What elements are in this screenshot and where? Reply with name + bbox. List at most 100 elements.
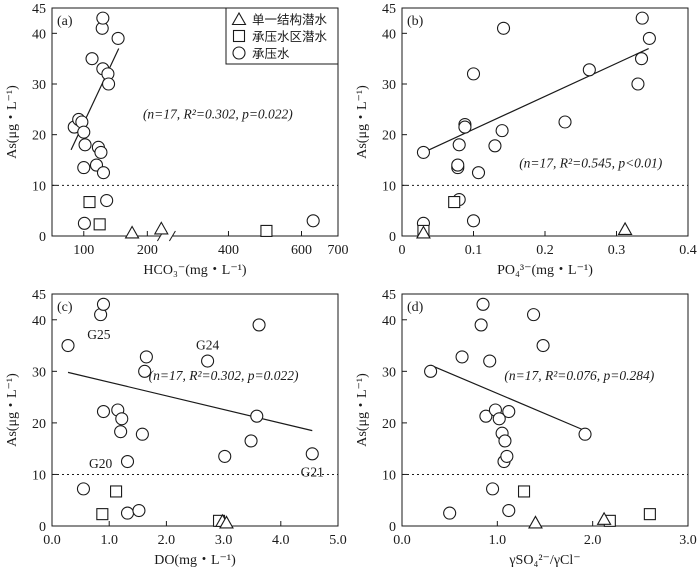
data-point-circle bbox=[100, 193, 114, 208]
data-point-circle bbox=[77, 125, 91, 139]
y-tick-label: 10 bbox=[32, 179, 46, 194]
panel-label: (b) bbox=[407, 14, 424, 29]
x-tick-label: 1.0 bbox=[100, 533, 118, 548]
y-tick-label: 0 bbox=[39, 230, 46, 245]
data-point-circle bbox=[466, 67, 481, 81]
x-tick-label: 2.0 bbox=[584, 533, 602, 548]
data-point-circle bbox=[416, 145, 431, 159]
data-point-circle bbox=[94, 145, 108, 159]
data-point-circle bbox=[452, 138, 466, 152]
data-point-triangle bbox=[231, 11, 247, 26]
data-point-circle bbox=[139, 350, 153, 364]
stats-annotation: (n=17, R²=0.302, p=0.022) bbox=[149, 368, 299, 383]
data-point-triangle bbox=[219, 515, 234, 529]
y-tick-label: 40 bbox=[382, 314, 396, 329]
data-point-circle bbox=[424, 364, 438, 378]
y-tick-label: 40 bbox=[32, 314, 46, 329]
plot-frame bbox=[401, 293, 689, 527]
sample-label: G24 bbox=[196, 338, 219, 353]
data-point-circle bbox=[120, 455, 135, 469]
trend-line bbox=[430, 364, 586, 432]
y-tick-label: 45 bbox=[382, 2, 396, 17]
y-tick-label: 30 bbox=[32, 78, 46, 93]
data-point-circle bbox=[474, 318, 488, 332]
data-point-circle bbox=[479, 409, 493, 423]
data-point-circle bbox=[502, 404, 516, 419]
data-point-circle bbox=[498, 434, 512, 448]
x-axis-title: HCO₃⁻(mg・L⁻¹) bbox=[143, 263, 247, 278]
y-axis-title: As(μg・L⁻¹) bbox=[355, 373, 370, 447]
sample-label: G21 bbox=[301, 464, 324, 479]
data-point-circle bbox=[483, 354, 497, 368]
x-tick-label: 0.4 bbox=[679, 243, 697, 258]
data-point-circle bbox=[120, 506, 135, 520]
data-point-square bbox=[517, 485, 531, 498]
data-point-circle bbox=[305, 447, 319, 461]
trend-line bbox=[67, 371, 313, 432]
x-tick-label: 200 bbox=[137, 243, 158, 258]
chart-panel-3: 0 10 20 30 40 45 0.0 1.0 2.0 3.0 4.0 5.0 (c) (n=17, R… bbox=[5, 288, 347, 568]
data-point-circle bbox=[114, 425, 128, 439]
y-axis-title: As(μg・L⁻¹) bbox=[5, 85, 20, 159]
data-point-circle bbox=[502, 503, 516, 518]
x-tick-label: 0.0 bbox=[43, 533, 61, 548]
data-point-circle bbox=[306, 214, 320, 228]
data-point-square bbox=[643, 508, 656, 521]
y-axis-title: As(μg・L⁻¹) bbox=[355, 85, 370, 159]
data-point-circle bbox=[634, 52, 649, 66]
y-tick-label: 0 bbox=[389, 230, 396, 245]
data-point-circle bbox=[61, 339, 75, 353]
y-tick-label: 45 bbox=[32, 288, 46, 303]
stats-annotation: (n=17, R²=0.076, p=0.284) bbox=[504, 368, 654, 383]
data-point-square bbox=[93, 218, 106, 231]
y-tick-label: 20 bbox=[32, 129, 46, 144]
x-tick-label: 0.2 bbox=[536, 243, 554, 258]
plot-frame bbox=[51, 293, 339, 527]
data-point-circle bbox=[631, 77, 645, 91]
data-point-circle bbox=[78, 138, 92, 152]
data-point-circle bbox=[558, 115, 572, 129]
x-tick-label: 5.0 bbox=[329, 533, 347, 548]
chart-panel-2: 0 10 20 30 40 45 0 0.1 0.2 0.3 0.4 (b) (n=17, R²=0.5… bbox=[355, 2, 697, 278]
x-tick-label: 3.0 bbox=[679, 533, 697, 548]
data-point-circle bbox=[201, 354, 215, 368]
data-point-circle bbox=[451, 158, 465, 172]
x-axis-title: PO₄³⁻(mg・L⁻¹) bbox=[497, 263, 593, 278]
x-tick-label: 2.0 bbox=[158, 533, 176, 548]
x-tick-label: 400 bbox=[218, 243, 239, 258]
data-point-square bbox=[232, 29, 246, 43]
data-point-circle bbox=[102, 77, 116, 91]
data-point-circle bbox=[492, 412, 506, 426]
data-point-square bbox=[83, 196, 96, 209]
data-point-circle bbox=[252, 318, 266, 332]
x-tick-label: 0.1 bbox=[465, 243, 483, 258]
y-tick-label: 30 bbox=[382, 78, 396, 93]
legend-label: 承压水区潜水 bbox=[252, 30, 328, 44]
y-tick-label: 10 bbox=[382, 468, 396, 483]
y-tick-label: 45 bbox=[382, 288, 396, 303]
data-point-circle bbox=[500, 449, 514, 463]
data-point-circle bbox=[115, 412, 129, 426]
legend-label: 单一结构潜水 bbox=[252, 12, 328, 27]
y-tick-label: 20 bbox=[382, 129, 396, 144]
y-tick-label: 0 bbox=[389, 520, 396, 535]
data-point-circle bbox=[642, 31, 656, 45]
data-point-triangle bbox=[617, 221, 633, 235]
data-point-circle bbox=[578, 427, 592, 441]
x-axis-title: DO(mg・L⁻¹) bbox=[154, 553, 236, 568]
data-point-triangle bbox=[416, 225, 431, 239]
y-tick-label: 20 bbox=[382, 417, 396, 432]
data-point-circle bbox=[244, 434, 258, 448]
data-point-circle bbox=[138, 364, 152, 378]
stats-annotation: (n=17, R²=0.545, p<0.01) bbox=[519, 156, 663, 171]
y-axis-title: As(μg・L⁻¹) bbox=[5, 373, 20, 447]
y-tick-label: 40 bbox=[32, 27, 46, 42]
x-tick-label: 0.3 bbox=[608, 243, 626, 258]
axis-break-mark bbox=[168, 230, 176, 242]
data-point-circle bbox=[96, 11, 110, 25]
data-point-circle bbox=[458, 120, 472, 134]
data-point-circle bbox=[250, 409, 264, 423]
data-point-circle bbox=[486, 482, 500, 496]
